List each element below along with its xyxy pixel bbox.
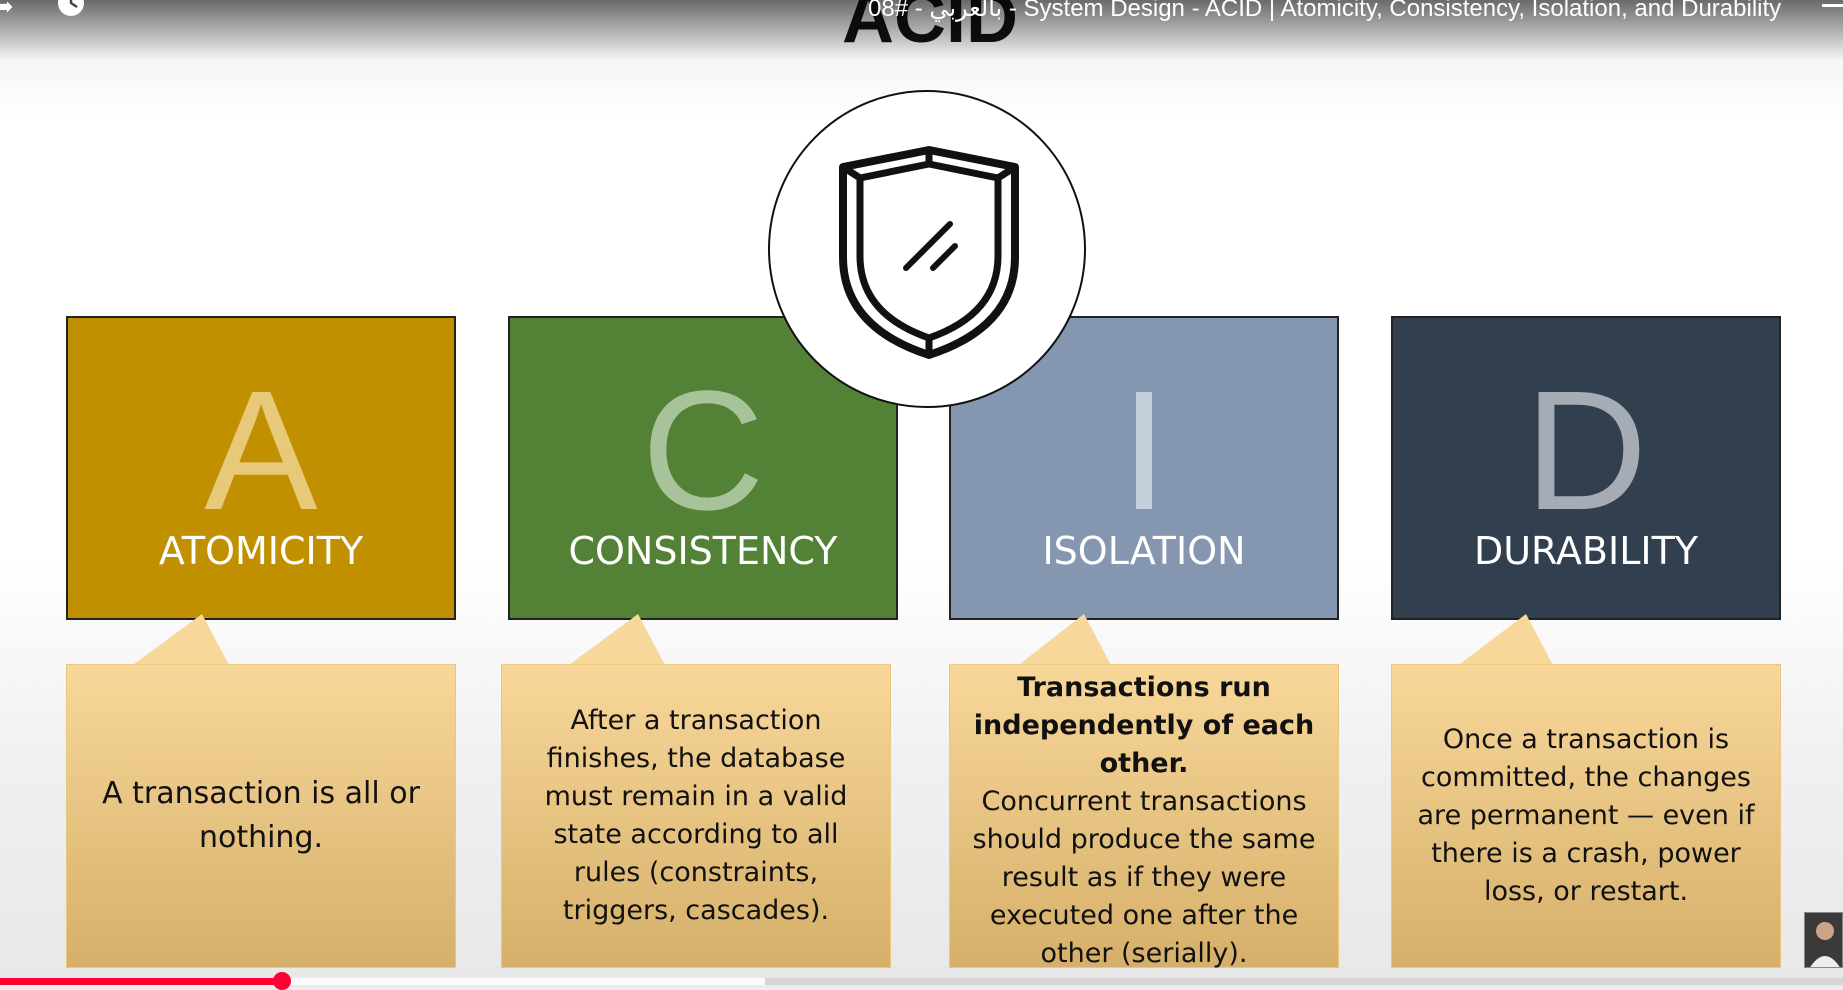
card-word: CONSISTENCY xyxy=(568,529,838,573)
callout-text: Once a transaction is committed, the cha… xyxy=(1417,724,1755,907)
callout-tail xyxy=(1016,614,1112,667)
callout-isolation: Transactions run independently of each o… xyxy=(949,664,1339,969)
person-icon xyxy=(1810,922,1840,967)
card-letter: A xyxy=(204,356,318,546)
back-arrow-icon[interactable]: ➦ xyxy=(0,0,14,22)
playlist-icon[interactable] xyxy=(1822,0,1843,18)
callout-durability: Once a transaction is committed, the cha… xyxy=(1391,664,1781,968)
progress-scrubber[interactable] xyxy=(272,972,291,990)
card-word: DURABILITY xyxy=(1473,529,1698,573)
callout-text: A transaction is all or nothing. xyxy=(102,776,420,855)
callout-bold-end: . xyxy=(1178,748,1189,779)
card-word: ISOLATION xyxy=(1042,529,1246,573)
card-letter: C xyxy=(641,356,765,546)
player-top-bar xyxy=(0,0,1843,60)
shield-icon xyxy=(839,146,1019,359)
clock-icon[interactable] xyxy=(56,0,86,18)
callout-atomicity: A transaction is all or nothing. xyxy=(66,664,456,968)
callout-text: Concurrent transactions should produce t… xyxy=(972,786,1316,969)
video-title[interactable]: 08# - بالعربي - System Design - ACID | A… xyxy=(868,0,1782,22)
shield-medallion xyxy=(768,90,1086,408)
callout-consistency: After a transaction finishes, the databa… xyxy=(501,664,891,968)
progress-bar[interactable] xyxy=(0,972,1843,990)
callout-tail xyxy=(130,614,230,667)
card-word: ATOMICITY xyxy=(158,529,364,573)
callout-bold-text: Transactions run independently of each o… xyxy=(973,672,1315,779)
card-durability: D DURABILITY xyxy=(1391,316,1781,620)
card-letter: D xyxy=(1524,356,1648,546)
callout-tail xyxy=(566,614,666,667)
callout-tail xyxy=(1456,614,1554,667)
callout-text: After a transaction finishes, the databa… xyxy=(544,705,848,926)
card-letter: I xyxy=(1120,356,1168,546)
progress-played xyxy=(0,978,282,985)
card-atomicity: A ATOMICITY xyxy=(66,316,456,620)
presenter-thumbnail xyxy=(1804,912,1843,968)
progress-buffered xyxy=(0,978,765,985)
